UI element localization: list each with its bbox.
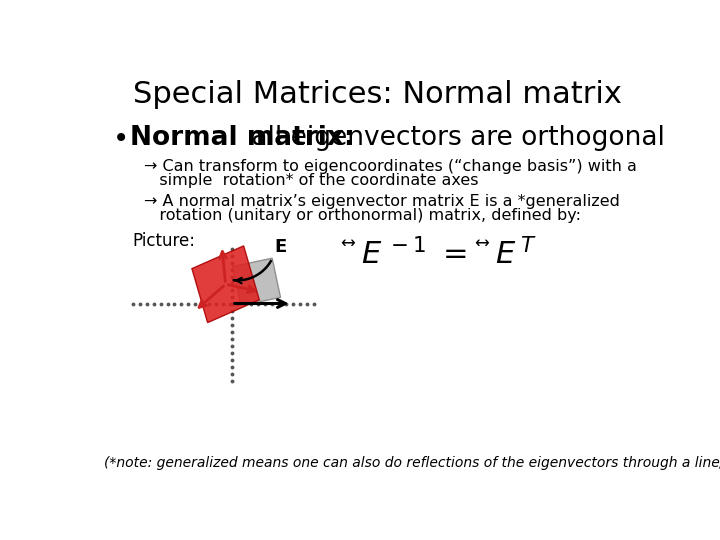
Text: Picture:: Picture: [132,232,196,250]
Polygon shape [192,246,259,322]
Text: •: • [113,125,130,153]
Text: → A normal matrix’s eigenvector matrix E is a *generalized: → A normal matrix’s eigenvector matrix E… [144,194,620,209]
Text: E: E [274,238,287,256]
Text: rotation (unitary or orthonormal) matrix, defined by:: rotation (unitary or orthonormal) matrix… [144,208,581,223]
Text: Normal matrix:: Normal matrix: [130,125,355,151]
Text: $\overleftrightarrow{E}^{\,-1}\ =\ \overleftrightarrow{E}^{\,T}$: $\overleftrightarrow{E}^{\,-1}\ =\ \over… [341,238,537,271]
Text: (*note: generalized means one can also do reflections of the eigenvectors throug: (*note: generalized means one can also d… [104,456,720,470]
Polygon shape [233,258,281,306]
Text: Special Matrices: Normal matrix: Special Matrices: Normal matrix [132,80,621,109]
Text: all eigenvectors are orthogonal: all eigenvectors are orthogonal [243,125,665,151]
Text: → Can transform to eigencoordinates (“change basis”) with a: → Can transform to eigencoordinates (“ch… [144,159,637,174]
Text: simple  rotation* of the coordinate axes: simple rotation* of the coordinate axes [144,173,479,187]
